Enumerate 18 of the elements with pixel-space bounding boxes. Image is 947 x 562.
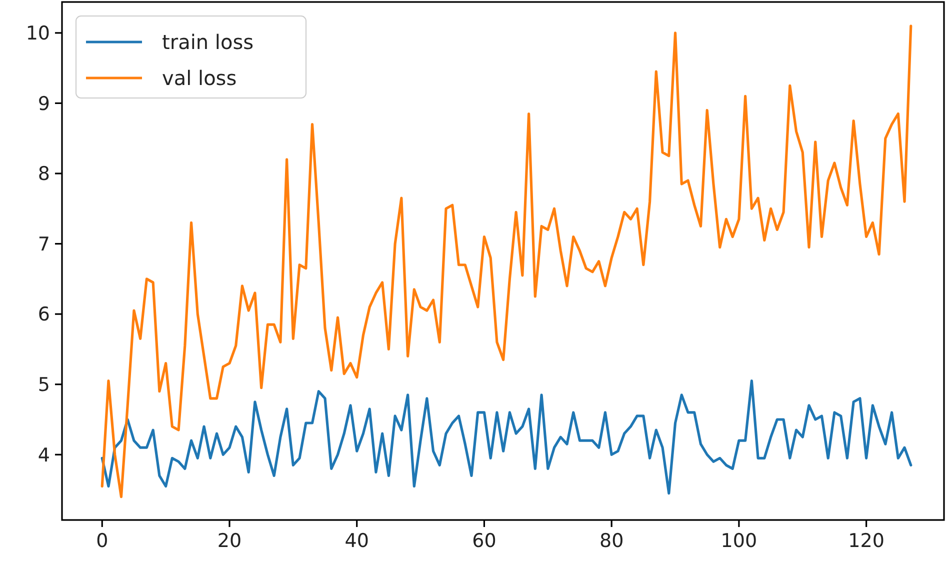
legend-label: val loss xyxy=(162,66,237,90)
y-tick-label: 4 xyxy=(38,444,50,466)
y-tick-label: 8 xyxy=(38,163,50,186)
x-tick-label: 0 xyxy=(96,530,108,552)
x-tick-label: 100 xyxy=(720,530,758,552)
x-tick-label: 40 xyxy=(344,530,369,552)
y-tick-label: 9 xyxy=(38,92,50,115)
y-tick-label: 5 xyxy=(38,374,50,396)
legend-label: train loss xyxy=(162,30,254,54)
y-tick-label: 7 xyxy=(38,233,50,256)
x-tick-label: 20 xyxy=(217,530,242,552)
x-tick-label: 80 xyxy=(599,530,624,552)
line-series xyxy=(100,380,912,495)
y-tick-label: 6 xyxy=(38,304,50,326)
y-tick-label: 10 xyxy=(26,22,50,45)
x-tick-label: 120 xyxy=(848,530,884,552)
x-tick-label: 60 xyxy=(472,530,496,552)
line-series xyxy=(100,24,912,498)
